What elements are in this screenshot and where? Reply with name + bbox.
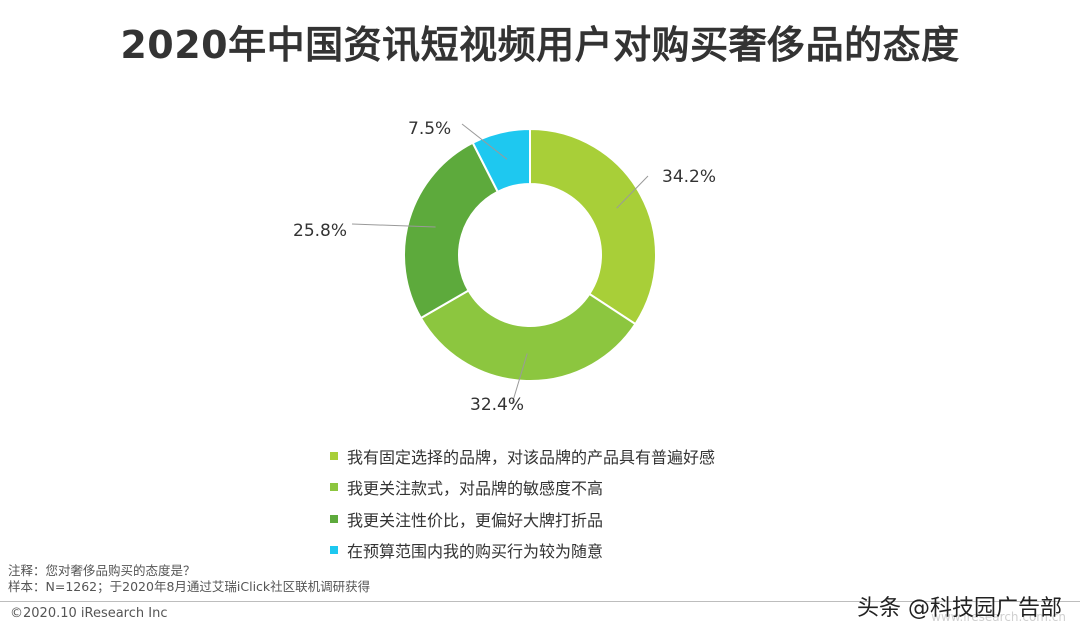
legend-swatch: [330, 514, 338, 523]
donut-slice: [471, 127, 531, 194]
watermark: 头条 @科技园广告部: [857, 596, 1062, 621]
chart-notes: 注释：您对奢侈品购买的态度是？ 样本：N=1262；于2020年8月通过艾瑞iC…: [8, 563, 370, 595]
note-text: 注释：您对奢侈品购买的态度是？: [8, 563, 196, 578]
sample-text: 样本：N=1262；于2020年8月通过艾瑞iClick社区联机调研获得: [8, 579, 371, 594]
legend-swatch: [330, 546, 338, 555]
leader-line: [616, 175, 649, 209]
legend-item: 在预算范围内我的购买行为较为随意: [330, 535, 715, 567]
legend-item: 我更关注款式，对品牌的敏感度不高: [330, 472, 715, 504]
chart-title: 2020年中国资讯短视频用户对购买奢侈品的态度: [120, 23, 960, 67]
legend-swatch: [330, 451, 338, 460]
legend-label: 我更关注款式，对品牌的敏感度不高: [347, 479, 604, 499]
donut-slice: [403, 141, 500, 320]
site-url: www.iresearch.com.cn: [931, 610, 1066, 624]
data-label: 25.8%: [293, 221, 347, 241]
donut-slice: [529, 127, 657, 326]
donut-slice: [419, 289, 637, 382]
footer-divider: [0, 601, 1080, 602]
legend-label: 在预算范围内我的购买行为较为随意: [347, 542, 604, 562]
legend-swatch: [330, 483, 338, 492]
copyright: ©2020.10 iResearch Inc: [10, 606, 168, 621]
leader-line: [511, 353, 528, 405]
chart-legend: 我有固定选择的品牌，对该品牌的产品具有普遍好感 我更关注款式，对品牌的敏感度不高我…: [330, 440, 715, 566]
legend-label: 我更关注性价比，更偏好大牌打折品: [347, 510, 604, 530]
donut-chart: 34.2% 32.4% 25.8% 7.5%: [293, 119, 716, 415]
leader-line: [461, 123, 508, 160]
legend-item: 我更关注性价比，更偏好大牌打折品: [330, 503, 715, 535]
data-label: 34.2%: [662, 167, 716, 187]
legend-item: 我有固定选择的品牌，对该品牌的产品具有普遍好感: [330, 440, 715, 472]
leader-line: [351, 223, 436, 228]
data-label: 32.4%: [470, 395, 524, 415]
legend-label: 我有固定选择的品牌，对该品牌的产品具有普遍好感: [347, 447, 716, 467]
data-label: 7.5%: [408, 119, 451, 139]
